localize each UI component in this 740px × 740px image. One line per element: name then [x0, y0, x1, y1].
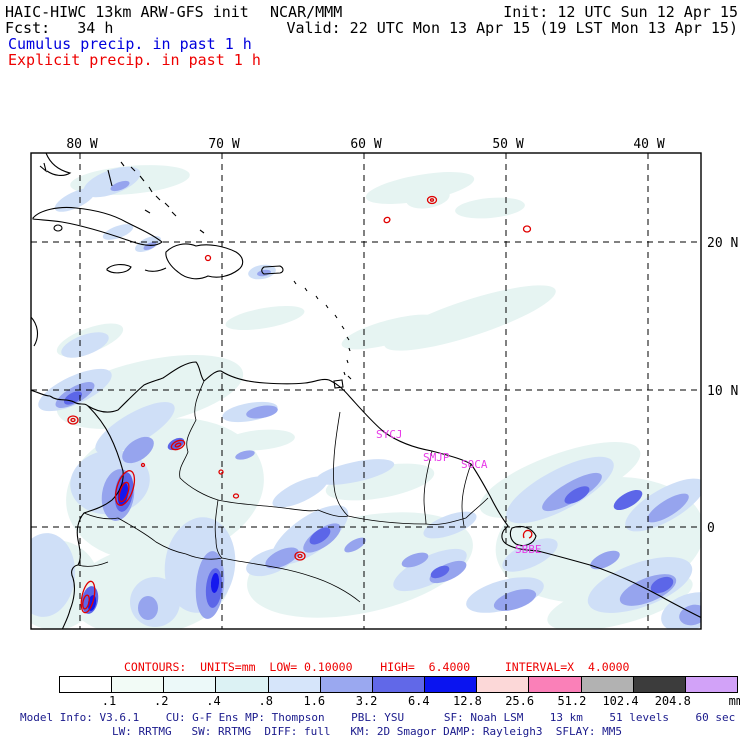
colorbar-tick-label: .4 — [206, 694, 221, 708]
map-frame — [30, 152, 702, 630]
florida-coast — [39, 153, 72, 176]
station-label-sbbe: SBBE — [515, 543, 542, 556]
cumulus-legend: Cumulus precip. in past 1 h — [8, 35, 252, 53]
brazil-ne-coast — [507, 544, 701, 619]
latitude-labels: 20 N 10 N 0 — [707, 236, 738, 536]
station-label-sycj: SYCJ — [376, 428, 403, 441]
colorbar-cell — [477, 677, 530, 692]
longitude-labels: 80 W 70 W 60 W 50 W 40 W — [66, 137, 664, 152]
hispaniola-coast — [144, 243, 244, 280]
colorbar-tick-label: 3.2 — [355, 694, 378, 708]
explicit-legend: Explicit precip. in past 1 h — [8, 51, 261, 69]
colorbar-tick-label: .1 — [101, 694, 117, 708]
colorbar-tick-label: 1.6 — [303, 694, 326, 708]
lon-label-70w: 70 W — [208, 137, 239, 152]
lon-label-60w: 60 W — [350, 137, 381, 152]
lat-label-20n: 20 N — [707, 236, 738, 251]
colorbar-cell — [372, 677, 426, 692]
explicit-precip-contours — [67, 195, 533, 614]
contours-low: LOW= 0.10000 — [269, 660, 353, 674]
colorbar-cell — [529, 677, 582, 692]
colorbar-cell — [60, 677, 113, 692]
lat-label-0: 0 — [707, 521, 715, 536]
isle-of-youth — [53, 224, 63, 232]
colorbar-labels: .1 .2 .4 .8 1.6 3.2 6.4 12.8 25.6 51.2 102.4 204.8 m… — [59, 694, 740, 708]
station-labels: SYCJ SMJP SOCA SBBE — [376, 428, 542, 556]
trinidad — [333, 379, 344, 389]
model-title: HAIC-HIWC 13km ARW-GFS init — [5, 3, 249, 21]
contours-units: UNITS=mm — [200, 660, 256, 674]
init-time: Init: 12 UTC Sun 12 Apr 15 — [503, 3, 738, 21]
colorbar-cell — [216, 677, 269, 692]
colorbar — [59, 676, 738, 693]
colorbar-tick-label: .2 — [154, 694, 169, 708]
colorbar-unit: mm — [728, 694, 740, 708]
colorbar-tick-label: 51.2 — [557, 694, 587, 708]
central-america-coast — [31, 316, 51, 397]
lon-label-40w: 40 W — [633, 137, 664, 152]
colorbar-cell — [164, 677, 217, 692]
colorbar-tick-label: 6.4 — [407, 694, 430, 708]
contours-interval: INTERVAL=X 4.0000 — [504, 660, 630, 674]
model-info-line1: Model Info: V3.6.1 CU: G-F Ens MP: Thomp… — [20, 711, 736, 724]
lon-label-80w: 80 W — [66, 137, 97, 152]
lon-label-50w: 50 W — [492, 137, 523, 152]
puerto-rico-coast — [261, 265, 284, 275]
graticule — [31, 153, 701, 629]
colorbar-cell — [685, 677, 738, 692]
contours-label: CONTOURS: — [124, 660, 187, 674]
colorbar-tick-label: 204.8 — [654, 694, 691, 708]
colorbar-cell — [112, 677, 165, 692]
colorbar-tick-label: 25.6 — [505, 694, 535, 708]
valid-time: Valid: 22 UTC Mon 13 Apr 15 (19 LST Mon … — [286, 19, 738, 37]
colorbar-tick-label: 102.4 — [602, 694, 639, 708]
pacific-coast — [61, 405, 124, 629]
jamaica-coast — [106, 264, 132, 274]
lesser-antilles — [293, 280, 352, 380]
org-label: NCAR/MMM — [270, 3, 343, 21]
country-borders — [77, 380, 489, 603]
colorbar-cell — [320, 677, 373, 692]
station-label-smjp: SMJP — [423, 451, 450, 464]
station-label-soca: SOCA — [461, 458, 488, 471]
colorbar-tick-label: .8 — [258, 694, 273, 708]
colorbar-cell — [581, 677, 634, 692]
contours-high: HIGH= 6.4000 — [380, 660, 471, 674]
colorbar-tick-label: 12.8 — [452, 694, 482, 708]
map-content: SYCJ SMJP SOCA SBBE — [31, 153, 701, 629]
colorbar-cell — [633, 677, 686, 692]
colorbar-cell — [425, 677, 478, 692]
model-info-line2: LW: RRTMG SW: RRTMG DIFF: full KM: 2D Sm… — [112, 725, 622, 738]
colorbar-cell — [268, 677, 321, 692]
cuba-coast — [32, 206, 163, 246]
bahamas-islands — [107, 161, 205, 234]
forecast-hour: Fcst: 34 h — [5, 19, 114, 37]
lat-label-10n: 10 N — [707, 384, 738, 399]
contour-info-line: CONTOURS: UNITS=mm LOW= 0.10000 HIGH= 6.… — [124, 660, 629, 674]
